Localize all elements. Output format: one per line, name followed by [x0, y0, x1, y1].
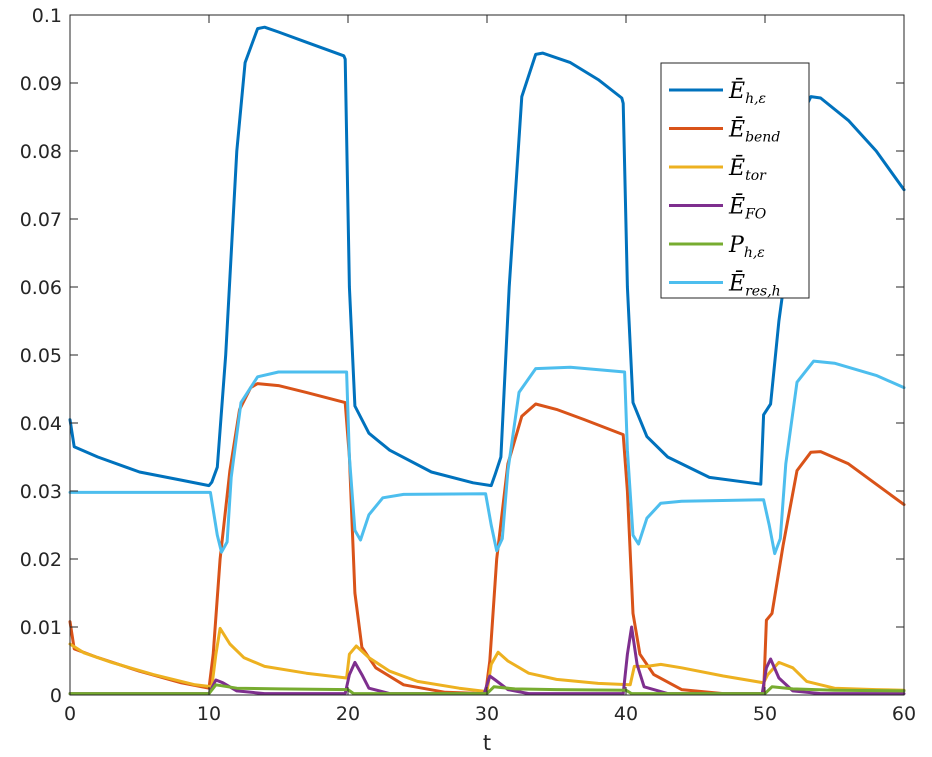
- x-tick-label: 60: [892, 703, 916, 725]
- legend-label-3: Ētor: [728, 155, 767, 184]
- legend: Ēh,ε Ēbend Ētor ĒFO Ph,ε Ēres,h: [660, 62, 810, 300]
- series-layer: [68, 25, 906, 696]
- series-line-4: [68, 625, 906, 696]
- x-tick-label: 50: [753, 703, 777, 725]
- y-tick-label: 0.02: [20, 549, 62, 571]
- x-tick-label: 30: [475, 703, 499, 725]
- x-axis-label: t: [483, 731, 491, 755]
- y-tick-label: 0: [50, 685, 62, 707]
- y-tick-label: 0.09: [20, 73, 62, 95]
- legend-label-5: Ph,ε: [728, 233, 765, 261]
- y-tick-label: 0.1: [32, 5, 62, 27]
- legend-label-2: Ēbend: [728, 117, 780, 146]
- y-tick-label: 0.04: [20, 413, 62, 435]
- x-tick-label: 40: [614, 703, 638, 725]
- series-line-6: [68, 359, 906, 556]
- series-line-5: [68, 683, 906, 696]
- series-line-2: [68, 382, 906, 696]
- series-line-1: [68, 25, 906, 488]
- legend-label-1: Ēh,ε: [728, 78, 766, 107]
- y-tick-label: 0.03: [20, 481, 62, 503]
- ticks-layer: 0 10 20 30 40 50 60 0 0.01 0.02 0.03 0.04 0.05 0.06 0.…: [20, 5, 916, 725]
- y-tick-label: 0.06: [20, 277, 62, 299]
- y-tick-label: 0.05: [20, 345, 62, 367]
- x-tick-label: 10: [197, 703, 221, 725]
- x-tick-label: 20: [336, 703, 360, 725]
- legend-box: [660, 62, 810, 299]
- y-tick-label: 0.01: [20, 617, 62, 639]
- y-tick-label: 0.07: [20, 209, 62, 231]
- legend-label-6: Ēres,h: [728, 271, 781, 300]
- y-tick-label: 0.08: [20, 141, 62, 163]
- x-tick-label: 0: [64, 703, 76, 725]
- legend-label-4: ĒFO: [728, 194, 767, 223]
